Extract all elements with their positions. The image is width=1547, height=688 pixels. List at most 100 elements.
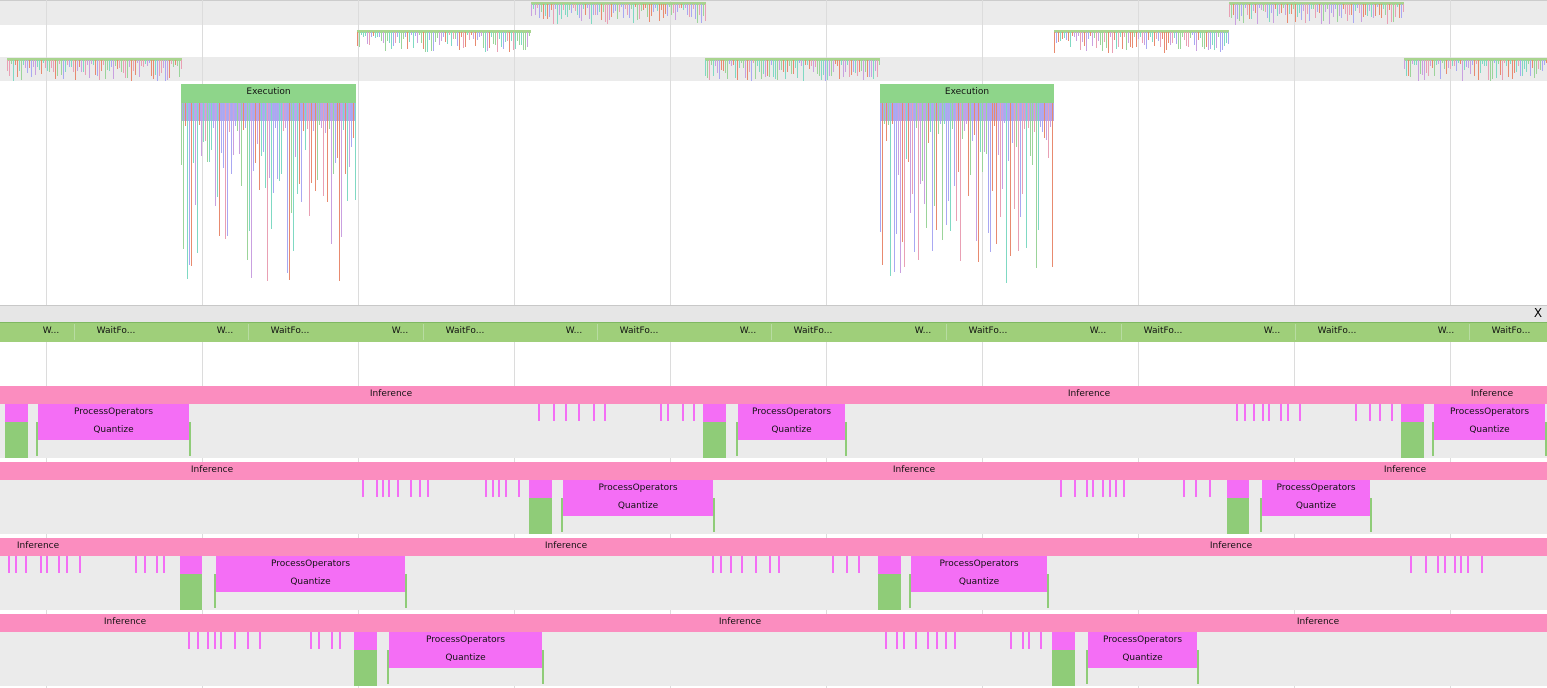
pre-process-span[interactable] [703, 404, 726, 422]
pre-process-span[interactable] [180, 556, 202, 574]
process-operators-span[interactable] [389, 632, 542, 650]
green-segment[interactable] [703, 422, 726, 458]
inference-span[interactable] [910, 538, 1547, 556]
event-tick [383, 32, 384, 44]
inference-span[interactable] [390, 614, 1087, 632]
inference-span[interactable] [565, 462, 1262, 480]
green-segment[interactable] [354, 650, 377, 686]
tick-cluster-bar[interactable] [1054, 30, 1229, 33]
event-tick [1224, 32, 1225, 47]
tick-cluster-bar[interactable] [531, 2, 706, 5]
inference-span[interactable] [0, 614, 390, 632]
inference-span[interactable] [1435, 386, 1547, 404]
pre-process-span[interactable] [1227, 480, 1249, 498]
execution-block[interactable] [181, 84, 356, 103]
execution-block[interactable] [880, 84, 1054, 103]
quantize-span[interactable] [1088, 650, 1197, 668]
event-tick [121, 60, 122, 72]
tick-cluster-bar[interactable] [1229, 2, 1404, 5]
process-operators-span[interactable] [1434, 404, 1545, 422]
tick-cluster-bar[interactable] [357, 30, 531, 33]
event-tick [295, 103, 296, 157]
event-tick [1195, 480, 1197, 497]
event-tick [103, 60, 104, 65]
inference-span[interactable] [0, 538, 215, 556]
event-tick [499, 32, 500, 40]
quantize-span[interactable] [38, 422, 189, 440]
event-tick [215, 103, 216, 206]
event-tick [823, 60, 824, 75]
event-tick [555, 4, 556, 10]
quantize-span[interactable] [216, 574, 405, 592]
event-tick [819, 60, 820, 76]
event-tick [1426, 60, 1427, 73]
event-tick [179, 60, 180, 77]
process-operators-span[interactable] [1262, 480, 1370, 498]
quantize-span[interactable] [1434, 422, 1545, 440]
green-segment[interactable] [1401, 422, 1424, 458]
close-panel-button[interactable]: X [1533, 306, 1543, 320]
event-tick [279, 103, 280, 181]
event-tick [1222, 32, 1223, 50]
pre-process-span[interactable] [1401, 404, 1424, 422]
event-tick [569, 4, 570, 10]
process-operators-span[interactable] [563, 480, 713, 498]
event-tick [213, 103, 214, 129]
tick-cluster-bar[interactable] [1404, 58, 1547, 61]
event-tick [1275, 4, 1276, 9]
wait-row[interactable] [0, 322, 1547, 342]
event-tick [1130, 32, 1131, 48]
pre-process-span[interactable] [5, 404, 28, 422]
event-tick [1305, 4, 1306, 23]
wait-sep [423, 324, 424, 340]
inference-span[interactable] [215, 538, 910, 556]
pre-process-span[interactable] [878, 556, 901, 574]
event-tick [813, 60, 814, 73]
event-tick [575, 4, 576, 12]
process-operators-span[interactable] [216, 556, 405, 574]
inference-span[interactable] [0, 462, 565, 480]
event-tick [725, 60, 726, 74]
inference-span[interactable] [0, 386, 740, 404]
event-tick [1094, 32, 1095, 39]
event-tick [1233, 4, 1234, 15]
quantize-span[interactable] [738, 422, 845, 440]
process-operators-span[interactable] [911, 556, 1047, 574]
green-segment[interactable] [5, 422, 28, 458]
green-segment[interactable] [1227, 498, 1249, 534]
event-tick [1182, 32, 1183, 37]
pre-process-span[interactable] [529, 480, 552, 498]
event-tick [1098, 32, 1099, 42]
pre-process-span[interactable] [1052, 632, 1075, 650]
inference-span[interactable] [1087, 614, 1547, 632]
green-segment[interactable] [180, 574, 202, 610]
event-tick [133, 60, 134, 72]
event-tick [97, 60, 98, 77]
event-tick [411, 32, 412, 35]
green-segment[interactable] [878, 574, 901, 610]
wait-event-short: W... [42, 326, 60, 336]
tick-cluster-bar[interactable] [7, 58, 182, 61]
event-tick [815, 60, 816, 67]
quantize-span[interactable] [563, 498, 713, 516]
quantize-span[interactable] [1262, 498, 1370, 516]
green-segment[interactable] [529, 498, 552, 534]
inference-span[interactable] [1262, 462, 1547, 480]
event-tick [1146, 32, 1147, 49]
process-operators-span[interactable] [738, 404, 845, 422]
event-tick [611, 4, 612, 17]
inference-span[interactable] [740, 386, 1435, 404]
quantize-span[interactable] [389, 650, 542, 668]
event-tick [493, 32, 494, 45]
green-segment [1086, 650, 1088, 684]
green-segment[interactable] [1052, 650, 1075, 686]
process-operators-span[interactable] [38, 404, 189, 422]
quantize-span[interactable] [911, 574, 1047, 592]
event-tick [261, 103, 262, 157]
event-tick [353, 103, 354, 139]
event-tick [1186, 32, 1187, 47]
process-operators-span[interactable] [1088, 632, 1197, 650]
event-tick [197, 103, 198, 254]
tick-cluster-bar[interactable] [705, 58, 880, 61]
pre-process-span[interactable] [354, 632, 377, 650]
